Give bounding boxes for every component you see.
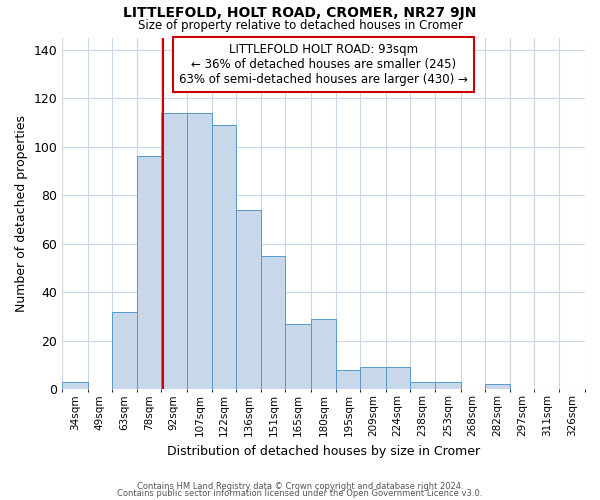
Text: Contains public sector information licensed under the Open Government Licence v3: Contains public sector information licen…	[118, 489, 482, 498]
Bar	[212, 125, 236, 389]
Y-axis label: Number of detached properties: Number of detached properties	[15, 115, 28, 312]
Bar	[286, 324, 311, 389]
Bar	[262, 256, 286, 389]
Bar	[435, 382, 461, 389]
Bar	[337, 370, 360, 389]
Bar	[386, 368, 410, 389]
Text: LITTLEFOLD HOLT ROAD: 93sqm
← 36% of detached houses are smaller (245)
63% of se: LITTLEFOLD HOLT ROAD: 93sqm ← 36% of det…	[179, 43, 468, 86]
X-axis label: Distribution of detached houses by size in Cromer: Distribution of detached houses by size …	[167, 444, 480, 458]
Text: Contains HM Land Registry data © Crown copyright and database right 2024.: Contains HM Land Registry data © Crown c…	[137, 482, 463, 491]
Bar	[410, 382, 435, 389]
Text: Size of property relative to detached houses in Cromer: Size of property relative to detached ho…	[137, 19, 463, 32]
Bar	[236, 210, 262, 389]
Bar	[485, 384, 510, 389]
Bar	[161, 112, 187, 389]
Bar	[62, 382, 88, 389]
Bar	[112, 312, 137, 389]
Bar	[187, 112, 212, 389]
Bar	[360, 368, 386, 389]
Text: LITTLEFOLD, HOLT ROAD, CROMER, NR27 9JN: LITTLEFOLD, HOLT ROAD, CROMER, NR27 9JN	[124, 6, 476, 20]
Bar	[311, 319, 337, 389]
Bar	[137, 156, 161, 389]
